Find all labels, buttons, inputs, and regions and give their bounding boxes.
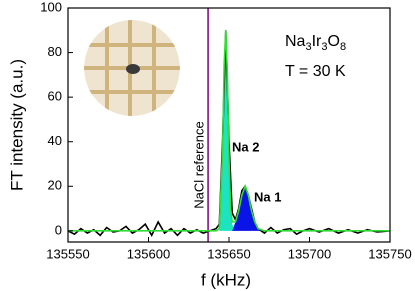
formula: Na3Ir3O8 (285, 33, 346, 53)
x-tick-label: 135650 (207, 246, 250, 261)
formula-sub: 8 (340, 41, 346, 53)
inset-photo (84, 20, 180, 116)
formula-part: Na (285, 33, 306, 50)
peak-area (219, 30, 236, 231)
series-label: Na 1 (254, 189, 281, 204)
y-tick-label: 20 (48, 178, 62, 193)
formula-part: O (327, 33, 339, 50)
x-tick-label: 135700 (288, 246, 331, 261)
x-tick-label: 135550 (46, 246, 89, 261)
plot-area (67, 8, 391, 242)
y-tick-label: 40 (48, 133, 62, 148)
y-tick-label: 60 (48, 89, 62, 104)
x-tick-label: 135600 (127, 246, 170, 261)
y-tick-label: 100 (40, 0, 62, 14)
x-tick-label: 135750 (368, 246, 411, 261)
x-axis-label: f (kHz) (201, 270, 251, 289)
formula-sub: 3 (305, 41, 311, 53)
series-label: Na 2 (232, 139, 259, 154)
reference-label: NaCl reference (192, 121, 207, 208)
data-line (68, 30, 390, 232)
temperature: T = 30 K (285, 63, 346, 80)
y-tick-label: 0 (55, 222, 62, 237)
y-tick-label: 80 (48, 44, 62, 59)
y-axis-label: FT intensity (a.u.) (7, 59, 26, 191)
formula-part: Ir (312, 33, 322, 50)
formula-sub: 3 (321, 41, 327, 53)
